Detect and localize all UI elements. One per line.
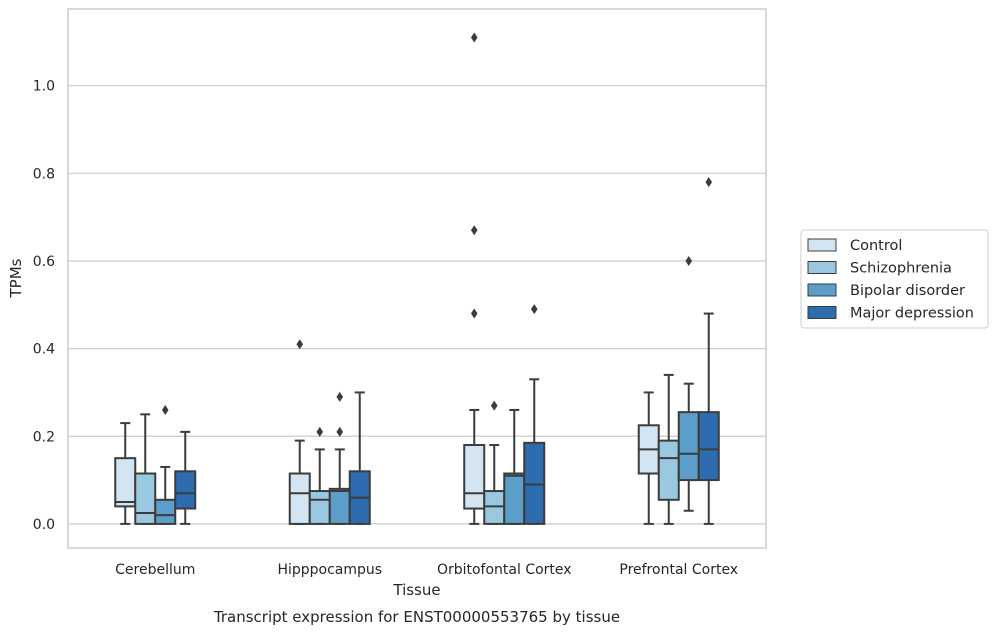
outlier-point [470, 32, 478, 43]
box-major-depression [348, 391, 371, 525]
box [154, 498, 177, 525]
box [523, 441, 546, 525]
outlier-point [316, 426, 324, 437]
x-tick-label: Cerebellum [115, 562, 195, 578]
box [288, 472, 311, 525]
box-major-depression [174, 430, 197, 525]
box-bipolar-disorder [154, 404, 177, 525]
legend-label: Major depression [850, 306, 974, 322]
box [308, 490, 331, 525]
outlier-point [470, 225, 478, 236]
legend-label: Control [850, 238, 902, 254]
outlier-point [530, 304, 538, 315]
y-tick-label: 1.0 [33, 79, 55, 95]
legend-label: Schizophrenia [850, 261, 952, 277]
outlier-point [336, 426, 344, 437]
box-control [114, 422, 137, 525]
box-schizophrenia [134, 413, 157, 525]
y-tick-label: 0.4 [33, 342, 55, 358]
box-control [637, 391, 660, 525]
outlier-point [470, 308, 478, 319]
x-tick-label: Orbitofontal Cortex [437, 562, 572, 578]
legend-swatch [807, 261, 837, 274]
legend: Control Schizophrenia Bipolar disorder Majo… [800, 229, 989, 329]
box [697, 411, 720, 482]
outlier-point [336, 391, 344, 402]
y-tick-label: 0.8 [33, 166, 55, 182]
y-tick-label: 0.6 [33, 254, 55, 270]
x-axis: Cerebellum Hipppocampus Orbitofontal Corte… [115, 562, 738, 578]
box-bipolar-disorder [677, 255, 700, 512]
box [503, 472, 526, 525]
box-control [288, 339, 311, 525]
box-major-depression [523, 304, 546, 525]
y-axis: 0.0 0.2 0.4 0.6 0.8 1.0 [33, 79, 55, 533]
box-bipolar-disorder [328, 391, 351, 525]
legend-swatch [807, 283, 837, 297]
outlier-point [685, 255, 693, 266]
plot-frame [67, 8, 767, 549]
legend-frame [800, 229, 989, 329]
box [657, 439, 680, 501]
outlier-point [161, 404, 169, 415]
box-schizophrenia [483, 400, 506, 525]
box [174, 470, 197, 510]
box [134, 472, 157, 525]
plot-area [67, 8, 767, 549]
outlier-point [490, 400, 498, 411]
box-schizophrenia [657, 373, 680, 525]
box-bipolar-disorder [503, 408, 526, 525]
x-tick-label: Prefrontal Cortex [619, 562, 738, 578]
box [677, 411, 700, 482]
chart-caption: Transcript expression for ENST0000055376… [213, 608, 620, 626]
x-axis-title: Tissue [392, 581, 440, 599]
box [114, 457, 137, 508]
x-tick-label: Hipppocampus [277, 562, 382, 578]
box-major-depression [697, 177, 720, 525]
y-axis-title: TPMs [7, 258, 25, 298]
outlier-point [296, 339, 304, 350]
box-schizophrenia [308, 426, 331, 525]
box [328, 487, 351, 525]
outlier-point [705, 177, 713, 188]
box [463, 444, 486, 510]
y-tick-label: 0.0 [33, 517, 55, 533]
y-tick-label: 0.2 [33, 429, 55, 445]
box [483, 490, 506, 525]
legend-swatch [807, 238, 837, 252]
legend-label: Bipolar disorder [850, 283, 965, 299]
legend-swatch [807, 306, 837, 319]
box-control [463, 32, 486, 525]
